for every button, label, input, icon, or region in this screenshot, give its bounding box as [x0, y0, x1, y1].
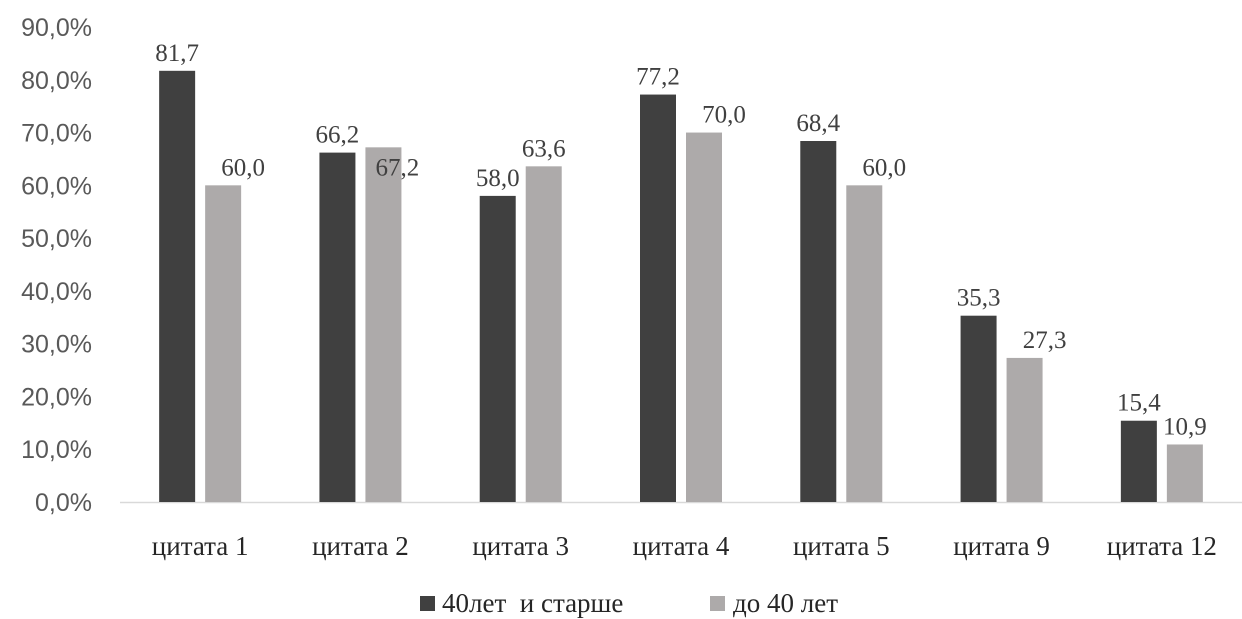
x-tick-label: цитата 2 [312, 531, 409, 561]
data-label: 35,3 [957, 285, 1001, 312]
data-label: 81,7 [155, 40, 199, 67]
bar-younger-2 [365, 147, 402, 503]
data-label: 77,2 [636, 64, 680, 91]
y-tick-label: 90,0% [21, 14, 92, 42]
legend-swatch [420, 596, 435, 611]
data-label: 60,0 [862, 154, 906, 181]
data-label: 66,2 [316, 122, 360, 149]
x-tick-label: цитата 5 [793, 531, 890, 561]
y-tick-label: 80,0% [21, 67, 92, 95]
data-label: 27,3 [1023, 327, 1067, 354]
bar-younger-1 [205, 185, 242, 503]
legend: 40лет и старше до 40 лет [420, 588, 838, 618]
bar-older-6 [960, 315, 997, 502]
y-tick-label: 50,0% [21, 225, 92, 253]
bar-older-1 [159, 70, 196, 503]
bar-younger-6 [1006, 357, 1043, 502]
data-label: 60,0 [221, 154, 265, 181]
y-tick-label: 10,0% [21, 436, 92, 464]
bar-younger-5 [846, 185, 883, 503]
bar-older-4 [640, 94, 676, 503]
x-axis: цитата 1 цитата 2 цитата 3 цитата 4 цитата 5… [152, 531, 1217, 561]
data-label: 10,9 [1163, 413, 1207, 440]
data-label: 68,4 [796, 110, 840, 137]
bar-older-2 [319, 152, 356, 502]
bar-younger-7 [1166, 444, 1203, 502]
data-label: 58,0 [476, 165, 520, 192]
plot-area: 81,7 60,0 66,2 67,2 58,063,6 77,2 70,0 68,4 60,0… [120, 40, 1242, 504]
data-label: 15,4 [1117, 390, 1161, 417]
y-tick-label: 60,0% [21, 172, 92, 200]
y-tick-label: 40,0% [21, 278, 92, 306]
legend-label: 40лет и старше [442, 588, 623, 618]
bar-younger-4 [686, 132, 722, 503]
x-tick-label: цитата 3 [472, 531, 569, 561]
bar-older-7 [1120, 420, 1157, 502]
y-axis: 0,0% 10,0% 20,0% 30,0% 40,0% 50,0% 60,0% 70,0% 8… [21, 14, 92, 517]
legend-label: до 40 лет [733, 588, 838, 618]
y-tick-label: 30,0% [21, 331, 92, 359]
x-tick-label: цитата 9 [953, 531, 1050, 561]
bar-younger-3 [525, 166, 562, 503]
legend-swatch [710, 596, 725, 611]
y-tick-label: 70,0% [21, 120, 92, 148]
x-tick-label: цитата 12 [1107, 531, 1217, 561]
data-label: 70,0 [702, 102, 746, 129]
x-tick-label: цитата 1 [152, 531, 249, 561]
y-tick-label: 20,0% [21, 383, 92, 411]
data-label: 63,6 [522, 135, 566, 162]
x-tick-label: цитата 4 [633, 531, 730, 561]
y-tick-label: 0,0% [35, 489, 92, 517]
data-label: 67,2 [376, 154, 420, 181]
bar-older-3 [479, 195, 516, 502]
bar-older-5 [800, 141, 837, 502]
